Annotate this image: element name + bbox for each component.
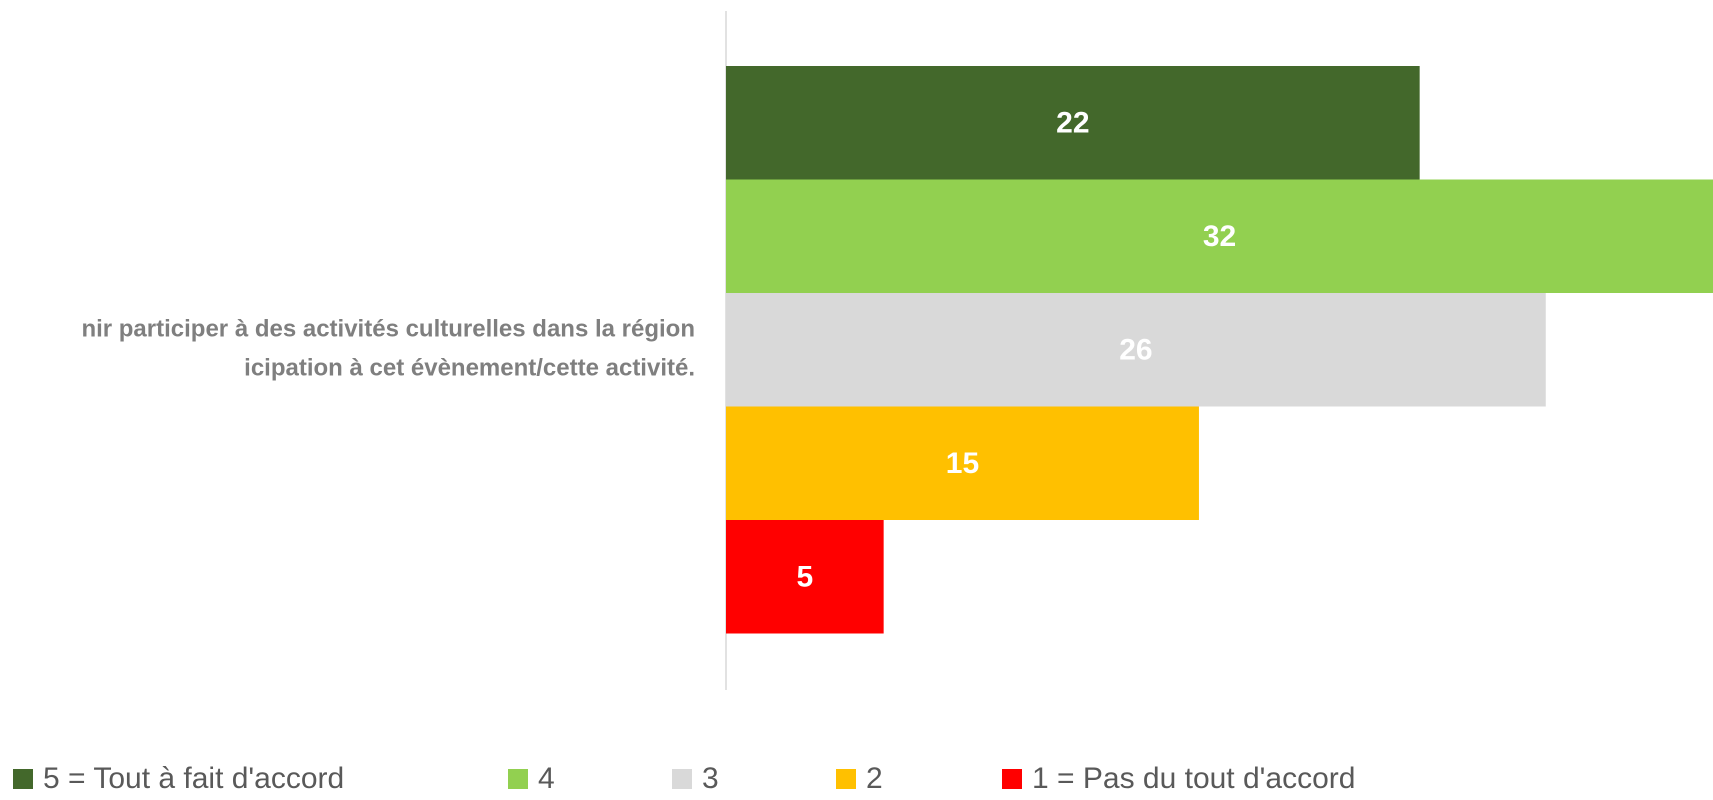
legend-swatch [836,769,856,789]
legend-label: 1 = Pas du tout d'accord [1032,762,1355,795]
data-label: 22 [1056,107,1089,140]
legend-swatch [13,769,33,789]
legend-swatch [508,769,528,789]
legend-swatch [672,769,692,789]
bar [726,520,884,634]
legend-label: 4 [538,762,555,795]
legend-label: 2 [866,762,883,795]
category-label: nir participer à des activités culturell… [81,316,695,382]
bar [726,406,1199,520]
legend-label: 3 [702,762,719,795]
bar [726,293,1546,407]
legend-swatch [1002,769,1022,789]
data-label: 26 [1119,334,1152,367]
data-label: 32 [1203,220,1236,253]
bar [726,179,1713,293]
legend-label: 5 = Tout à fait d'accord [43,762,344,795]
bar [726,66,1420,180]
data-label: 5 [796,561,813,594]
data-label: 15 [946,447,979,480]
